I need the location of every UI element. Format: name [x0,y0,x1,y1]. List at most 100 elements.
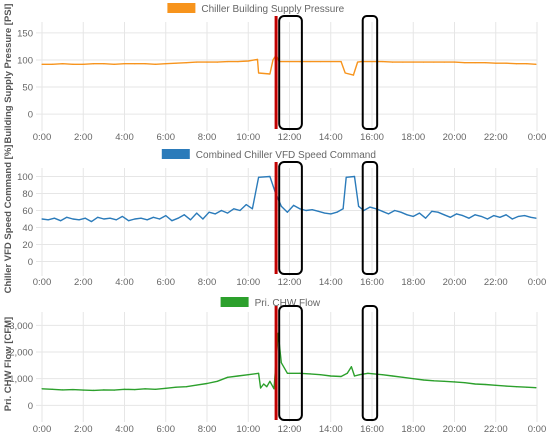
data-point [356,61,359,63]
data-point [53,217,55,219]
x-tick-label: 4:00 [115,132,134,143]
x-tick-label: 8:00 [198,132,217,143]
legend-label: Combined Chiller VFD Speed Command [196,150,376,161]
data-point [269,175,271,178]
series-line [42,54,537,76]
data-point [175,62,177,64]
y-tick-label: 20 [22,240,33,251]
data-point [350,366,352,368]
data-point [109,217,111,219]
data-point [144,63,146,65]
data-point [123,63,126,65]
data-point [330,60,332,63]
x-tick-label: 22:00 [484,132,508,143]
data-point [353,175,356,178]
data-point [66,216,68,218]
data-point [299,372,301,374]
data-point [484,383,487,386]
data-point [280,205,282,207]
data-point [317,210,319,212]
x-tick-label: 14:00 [319,132,343,143]
legend-swatch [161,149,190,159]
x-tick-label: 20:00 [443,424,467,435]
data-point [464,62,466,64]
data-point [422,379,425,381]
data-point [299,208,301,210]
data-point [462,215,464,217]
data-point [72,63,74,65]
data-point [359,374,361,376]
highlight-box [278,305,303,421]
data-point [257,72,260,74]
data-point [293,204,295,206]
data-point [269,73,271,75]
data-point [260,387,262,389]
x-tick-label: 0:00 [33,132,52,143]
data-point [400,211,402,213]
x-tick-label: 8:00 [198,424,217,435]
data-point [524,215,526,217]
data-point [165,387,167,389]
x-tick-label: 0:00 [528,424,547,435]
x-tick-label: 0:00 [528,277,547,288]
data-point [330,375,332,377]
x-tick-label: 10:00 [236,424,260,435]
data-point [216,380,218,382]
y-tick-label: 100 [17,172,33,183]
data-point [484,62,487,64]
data-point [227,60,229,63]
data-point [412,61,414,63]
data-point [402,61,404,63]
data-point [206,61,208,63]
x-tick-label: 16:00 [360,424,384,435]
data-point [227,212,229,214]
data-point [336,211,338,213]
data-point [103,389,105,391]
data-point [530,216,532,218]
data-point [134,218,136,220]
data-point [113,63,115,65]
y-tick-label: 1,000 [9,374,33,385]
x-tick-label: 4:00 [115,424,134,435]
data-point [286,372,289,374]
data-point [62,63,64,65]
data-point [82,389,84,391]
data-point [443,214,445,216]
highlight-box [361,305,379,421]
x-tick-label: 0:00 [528,132,547,143]
x-tick-label: 14:00 [319,277,343,288]
data-point [449,216,451,218]
data-point [128,220,130,222]
highlight-box [361,161,379,275]
data-point [233,208,235,210]
y-tick-label: 60 [22,206,33,217]
data-point [51,388,53,390]
highlight-box [278,161,303,275]
data-point [171,220,173,222]
chw-flow-chart-panel: Pri. CHW Flow 0 1,000 2,000 3,000 0:00 2:00 4:0… [3,297,546,435]
data-point [47,219,49,221]
data-point [280,362,282,364]
x-tick-label: 0:00 [33,424,52,435]
x-tick-label: 6:00 [157,132,176,143]
x-tick-label: 2:00 [74,132,93,143]
data-point [92,389,95,391]
data-point [299,60,301,63]
data-point [59,220,62,222]
data-point [422,61,425,63]
data-point [185,62,187,64]
data-point [474,214,476,216]
data-point [402,376,404,378]
data-point [175,386,177,388]
data-point [353,375,356,377]
data-point [214,213,216,215]
data-point [257,176,260,178]
data-point [505,385,507,387]
data-point [134,63,136,65]
x-tick-label: 12:00 [278,277,302,288]
data-point [257,372,260,374]
data-point [51,63,53,65]
data-point [208,211,210,213]
data-point [505,62,507,64]
data-point [227,376,229,378]
